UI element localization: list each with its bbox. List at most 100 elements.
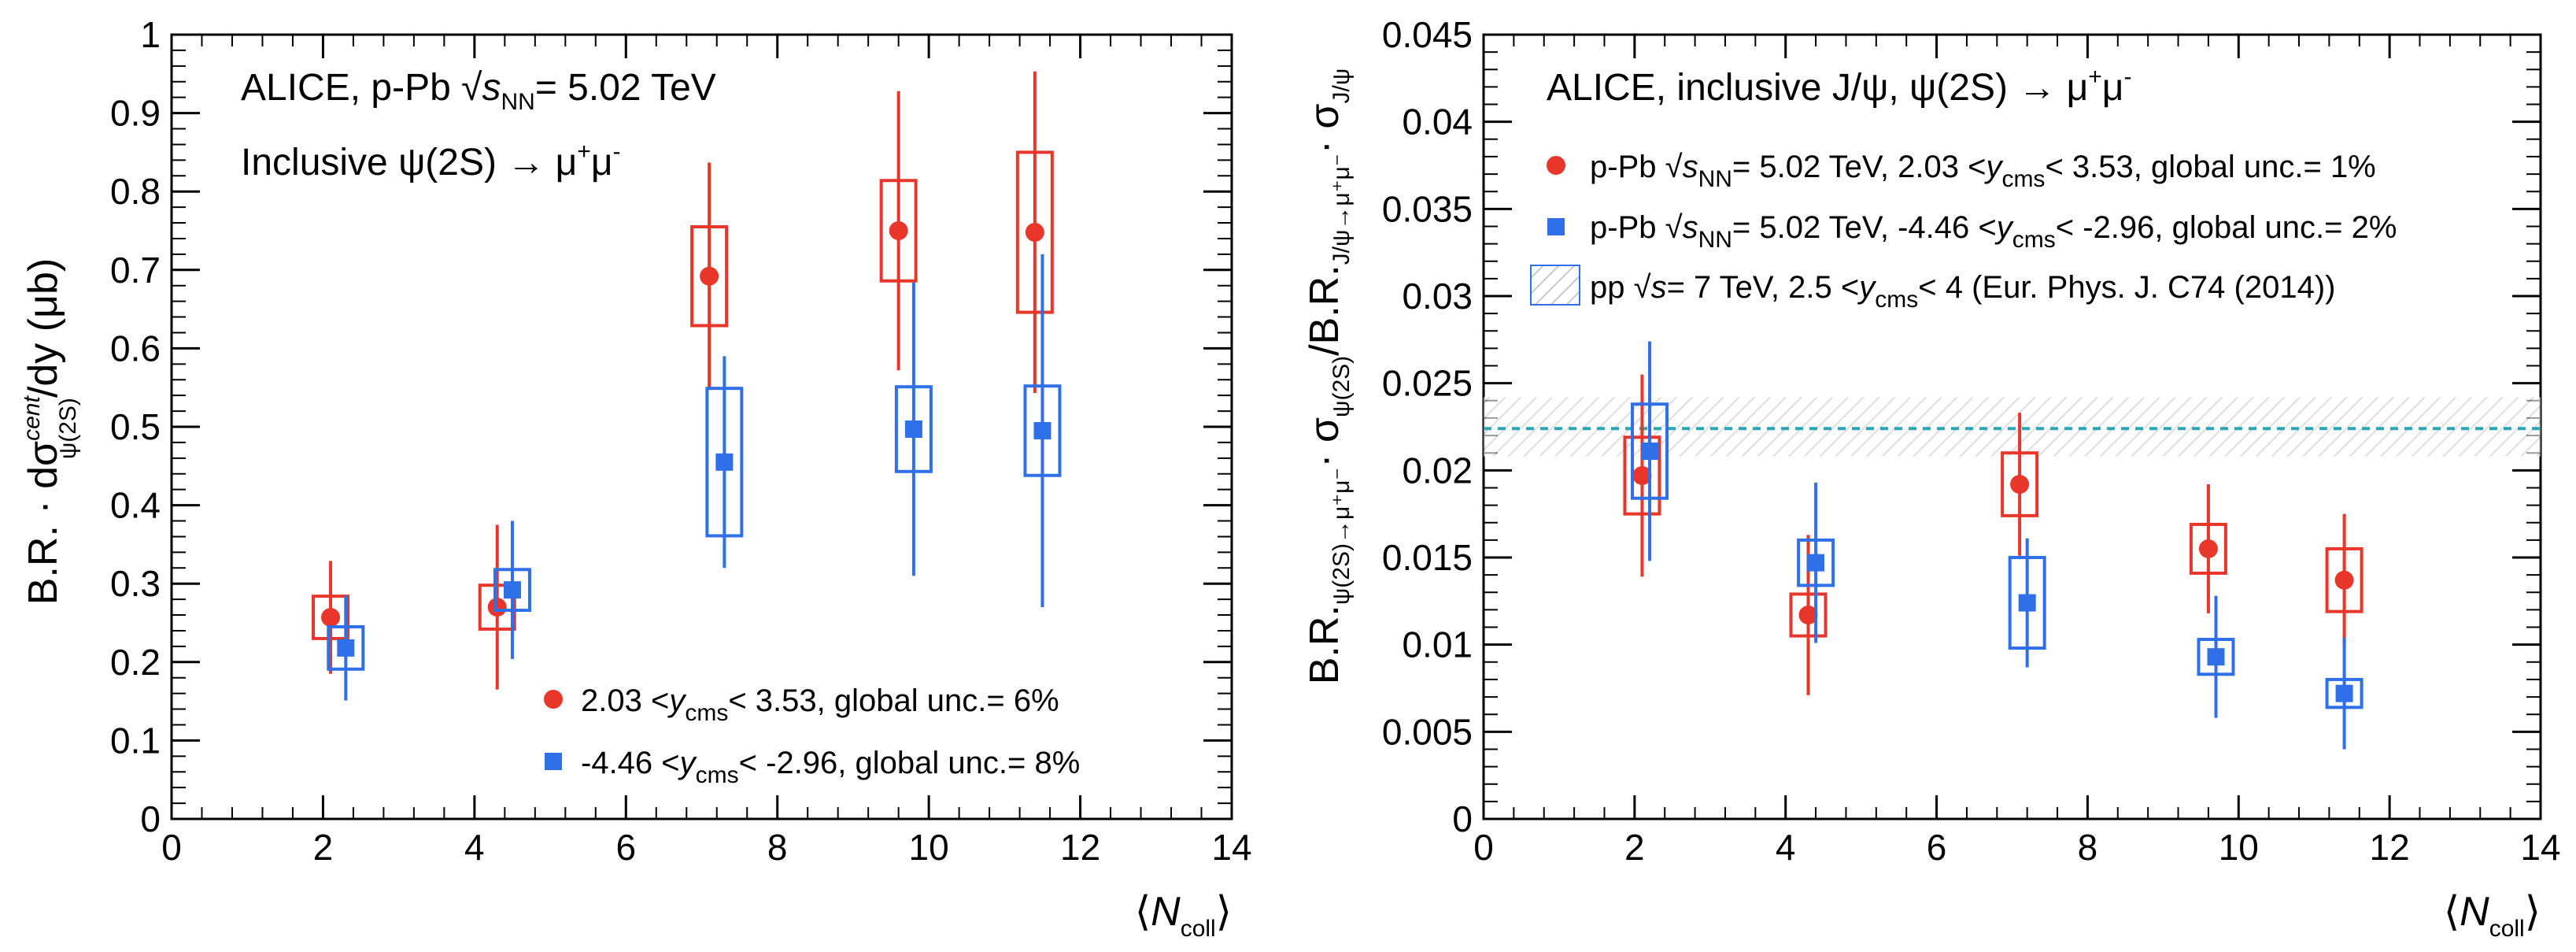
- left-legend-text-blue: -4.46 <ycms< -2.96, global unc.= 8%: [581, 746, 1080, 788]
- right-y-tick-label: 0.035: [1382, 188, 1473, 229]
- left-y-tick-label: 0.6: [110, 328, 161, 369]
- right-legend-text-red: p-Pb √sNN= 5.02 TeV, 2.03 <ycms< 3.53, g…: [1590, 150, 2376, 192]
- right-y-tick-label: 0: [1452, 798, 1473, 839]
- right-blue-point-3-syst-box: [2008, 556, 2046, 650]
- left-blue-point-2-marker: [503, 581, 521, 599]
- right-y-tick-label: 0.03: [1402, 276, 1473, 317]
- right-x-tick-label: 6: [1927, 827, 1947, 868]
- left-blue-point-1-syst-box: [327, 624, 365, 671]
- right-blue-point-4-marker: [2207, 648, 2225, 666]
- left-blue-point-2-syst-box: [493, 568, 531, 613]
- left-title-line-1: ALICE, p-Pb √sNN= 5.02 TeV: [241, 67, 716, 115]
- right-x-tick-label: 2: [1624, 827, 1645, 868]
- left-blue-point-3-marker: [715, 453, 734, 471]
- left-y-tick-label: 0.9: [110, 93, 161, 134]
- left-x-tick-label: 4: [464, 827, 485, 868]
- right-blue-point-1-marker: [1641, 442, 1659, 460]
- right-y-tick-label: 0.015: [1382, 537, 1473, 578]
- left-x-tick-label: 0: [161, 827, 182, 868]
- left-y-tick-label: 0.3: [110, 563, 161, 604]
- right-blue-point-3-marker: [2018, 594, 2036, 612]
- left-x-tick-label: 6: [615, 827, 636, 868]
- left-legend-text-red: 2.03 <ycms< 3.53, global unc.= 6%: [581, 683, 1059, 726]
- right-legend-text-ref: pp √s= 7 TeV, 2.5 <ycms< 4 (Eur. Phys. J…: [1590, 270, 2335, 313]
- left-red-point-3-marker: [700, 266, 719, 286]
- left-blue-point-5-marker: [1033, 421, 1051, 439]
- left-x-tick-label: 8: [767, 827, 788, 868]
- left-legend-marker-red: [544, 690, 563, 709]
- right-legend-marker-hatch: [1530, 265, 1580, 306]
- left-y-tick-label: 0.8: [110, 171, 161, 212]
- right-red-point-4-syst-box: [2189, 522, 2227, 575]
- right-blue-point-2-syst-box: [1797, 538, 1835, 587]
- right-panel: 0 2 4 6 8 10 12 14 0 0.005 0.01 0.015 0.02 0.025 0.03 0…: [1302, 14, 2561, 942]
- left-y-tick-label: 0.5: [110, 406, 161, 447]
- right-red-point-2-marker: [1798, 606, 1818, 625]
- right-blue-point-5-syst-box: [2325, 677, 2363, 709]
- right-blue-point-4-syst-box: [2197, 638, 2235, 676]
- left-red-point-4-syst-box: [879, 179, 918, 283]
- right-red-point-5-marker: [2334, 570, 2354, 590]
- right-red-point-1-marker: [1632, 465, 1652, 485]
- left-red-point-5-syst-box: [1015, 150, 1054, 314]
- left-legend-marker-blue: [545, 753, 562, 770]
- left-x-tick-label: 10: [909, 827, 949, 868]
- right-legend-text-blue: p-Pb √sNN= 5.02 TeV, -4.46 <ycms< -2.96,…: [1590, 210, 2397, 253]
- left-blue-point-4-syst-box: [894, 385, 933, 473]
- right-y-tick-label: 0.005: [1382, 711, 1473, 752]
- right-y-tick-label: 0.045: [1382, 14, 1473, 55]
- right-y-tick-label: 0.04: [1402, 102, 1473, 143]
- left-panel: 0 2 4 6 8 10 12 14 0 0.1 0.2 0.3 0.4 0.5 0.6 0.7 0.8 0.9 1…: [19, 14, 1252, 942]
- right-marks: [1484, 341, 2541, 750]
- right-x-tick-label: 8: [2078, 827, 2098, 868]
- right-legend-marker-red: [1547, 156, 1565, 175]
- right-red-point-5-syst-box: [2325, 546, 2363, 613]
- left-red-point-5-marker: [1025, 222, 1044, 242]
- right-red-point-3-syst-box: [2001, 451, 2039, 517]
- right-y-tick-label: 0.01: [1402, 624, 1473, 665]
- left-x-tick-label: 12: [1060, 827, 1100, 868]
- right-y-tick-label: 0.02: [1402, 450, 1473, 491]
- left-y-tick-label: 0: [140, 798, 161, 839]
- left-x-axis-title: ⟨Ncoll⟩: [1135, 889, 1232, 942]
- left-y-tick-label: 0.7: [110, 250, 161, 291]
- left-y-axis-title: B.R. · dσcent ψ(2S)/dy (μb): [19, 258, 81, 605]
- left-blue-point-1-marker: [337, 639, 355, 657]
- right-x-tick-label: 4: [1776, 827, 1796, 868]
- right-red-point-4-marker: [2198, 539, 2218, 558]
- right-red-point-2-syst-box: [1789, 592, 1828, 638]
- left-marks: [312, 71, 1062, 701]
- left-blue-point-3-syst-box: [705, 387, 744, 538]
- right-y-axis-title: B.R.ψ(2S)→μ⁺μ⁻· σψ(2S)/B.R.J/ψ→μ⁺μ⁻· σJ/…: [1302, 69, 1355, 685]
- right-legend-marker-blue: [1547, 218, 1565, 235]
- right-x-tick-label: 10: [2219, 827, 2259, 868]
- left-red-point-4-marker: [889, 221, 908, 240]
- right-y-tick-label: 0.025: [1382, 363, 1473, 404]
- left-red-point-2-syst-box: [478, 583, 516, 631]
- left-blue-point-4-marker: [904, 420, 922, 438]
- left-x-tick-label: 2: [313, 827, 334, 868]
- left-y-tick-label: 0.1: [110, 720, 161, 761]
- left-blue-point-5-syst-box: [1023, 384, 1062, 477]
- left-y-tick-label: 1: [140, 14, 161, 55]
- left-y-tick-label: 0.4: [110, 485, 161, 526]
- right-blue-point-5-marker: [2335, 684, 2353, 702]
- left-y-tick-label: 0.2: [110, 642, 161, 683]
- left-title-line-2: Inclusive ψ(2S) → μ+μ-: [241, 139, 621, 183]
- left-axes: 0 2 4 6 8 10 12 14 0 0.1 0.2 0.3 0.4 0.5 0.6 0.7 0.8 0.9 1: [110, 14, 1252, 868]
- right-blue-point-2-marker: [1807, 554, 1825, 572]
- right-red-point-3-marker: [2010, 475, 2030, 495]
- right-x-tick-label: 12: [2370, 827, 2410, 868]
- left-red-point-2-marker: [487, 598, 507, 617]
- left-red-point-1-marker: [321, 608, 341, 628]
- right-red-point-1-syst-box: [1623, 435, 1661, 516]
- right-x-axis-title: ⟨Ncoll⟩: [2444, 889, 2541, 942]
- right-blue-point-1-syst-box: [1631, 402, 1669, 500]
- right-x-tick-label: 14: [2520, 827, 2560, 868]
- left-red-point-1-syst-box: [312, 595, 350, 640]
- right-title: ALICE, inclusive J/ψ, ψ(2S) → μ+μ-: [1547, 64, 2131, 109]
- left-red-point-3-syst-box: [690, 225, 729, 328]
- left-x-tick-label: 14: [1211, 827, 1251, 868]
- right-x-tick-label: 0: [1473, 827, 1494, 868]
